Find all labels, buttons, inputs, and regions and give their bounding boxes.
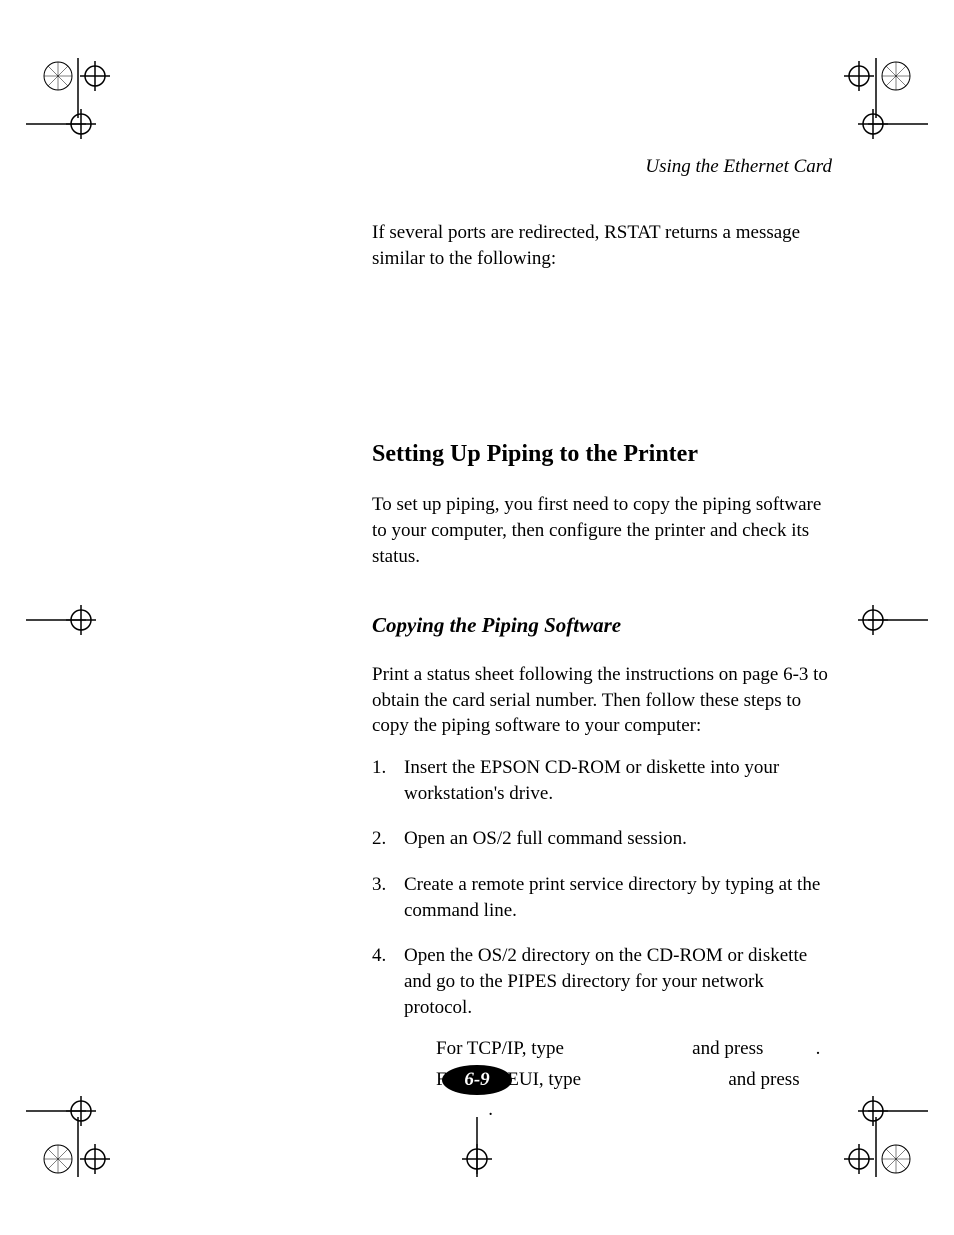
subsection-paragraph: Print a status sheet following the instr… [372,662,832,739]
page-number: 6-9 [442,1065,511,1095]
sub-tcpip: For TCP/IP, type and press . [436,1034,832,1064]
step-item: Open the OS/2 directory on the CD-ROM or… [372,943,832,1125]
running-header: Using the Ethernet Card [372,156,832,178]
crop-mark-icon [848,106,928,186]
crop-mark-icon [26,106,106,186]
page-number-wrap: 6-9 [0,1065,954,1095]
subsection-heading: Copying the Piping Software [372,613,832,638]
intro-paragraph: If several ports are redirected, RSTAT r… [372,220,832,271]
crop-mark-icon [848,580,928,660]
sub-netbeui-cont: . [436,1095,832,1125]
step-item: Create a remote print service directory … [372,872,832,923]
section-heading: Setting Up Piping to the Printer [372,441,832,468]
crop-mark-icon [26,580,106,660]
page-content: Using the Ethernet Card If several ports… [372,156,832,1145]
step-item: Open an OS/2 full command session. [372,826,832,852]
step-item: Insert the EPSON CD-ROM or diskette into… [372,755,832,806]
step-text: Open the OS/2 directory on the CD-ROM or… [404,945,807,1017]
section-paragraph: To set up piping, you first need to copy… [372,492,832,569]
